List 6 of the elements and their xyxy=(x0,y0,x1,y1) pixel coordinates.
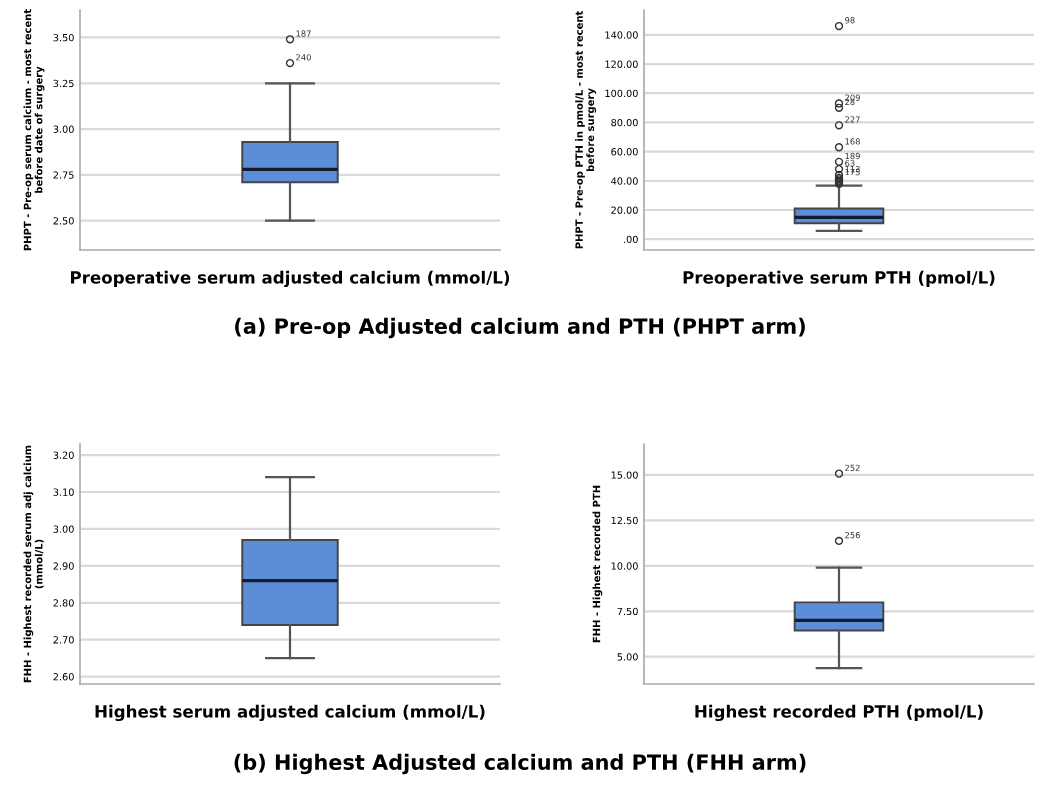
x-axis-title: Preoperative serum adjusted calcium (mmol/L) xyxy=(71,270,510,288)
x-axis-title: Highest recorded PTH (pmol/L) xyxy=(695,704,983,722)
text: (b) Highest Adjusted calcium and PTH (FHH arm) xyxy=(234,753,806,775)
text: (a) Pre-op Adjusted calcium and PTH (PHPT arm) xyxy=(235,317,805,339)
x-axis-title: Preoperative serum PTH (pmol/L) xyxy=(683,270,995,287)
x-axis-title: Highest serum adjusted calcium (mmol/L) xyxy=(95,704,485,722)
